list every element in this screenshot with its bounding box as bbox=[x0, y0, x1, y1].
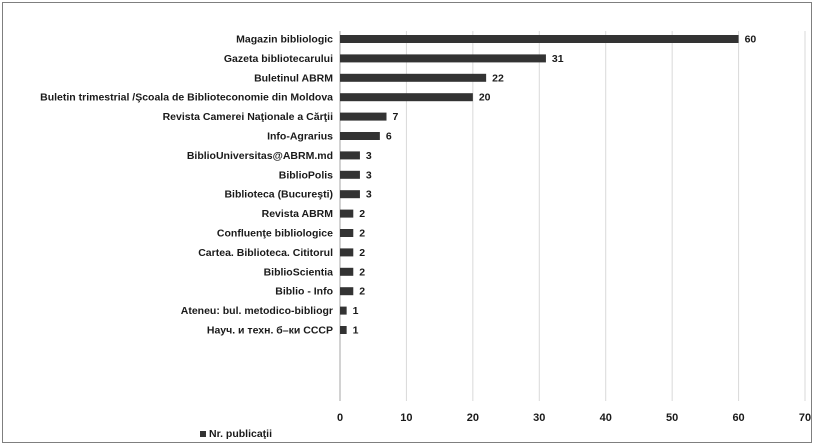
category-label: Confluenţe bibliologice bbox=[217, 228, 333, 240]
x-tick-label: 30 bbox=[533, 412, 545, 424]
value-label: 2 bbox=[359, 286, 365, 298]
bar bbox=[340, 287, 354, 296]
legend-swatch bbox=[200, 431, 206, 437]
bar bbox=[340, 93, 473, 102]
value-label: 6 bbox=[386, 131, 392, 143]
bar bbox=[340, 267, 354, 276]
bar bbox=[340, 73, 487, 82]
category-label: Magazin bibliologic bbox=[236, 34, 333, 46]
legend: Nr. publicaţii bbox=[200, 428, 272, 440]
value-label: 3 bbox=[366, 150, 372, 162]
value-label: 3 bbox=[366, 189, 372, 201]
legend-label: Nr. publicaţii bbox=[209, 428, 272, 440]
value-label: 2 bbox=[359, 228, 365, 240]
category-label: Buletinul ABRM bbox=[254, 72, 333, 84]
value-label: 60 bbox=[745, 34, 757, 46]
bar bbox=[340, 209, 354, 218]
x-axis-ticks: 0 10 20 30 40 50 60 70 bbox=[337, 412, 811, 424]
bar bbox=[340, 132, 380, 140]
category-label: Biblio - Info bbox=[275, 286, 333, 298]
bar bbox=[340, 326, 347, 334]
x-tick-label: 50 bbox=[666, 412, 678, 424]
x-tick-label: 0 bbox=[337, 412, 343, 424]
x-tick-label: 70 bbox=[799, 412, 811, 424]
bar bbox=[340, 112, 387, 121]
bar bbox=[340, 170, 360, 179]
bar bbox=[340, 306, 347, 315]
category-label: Revista Camerei Naţionale a Cărţii bbox=[163, 111, 333, 123]
bar bbox=[340, 229, 354, 237]
category-label: BiblioScientia bbox=[264, 266, 334, 278]
bar bbox=[340, 35, 739, 43]
category-label: Info-Agrarius bbox=[267, 131, 333, 143]
bar bbox=[340, 151, 360, 160]
gridlines bbox=[339, 31, 806, 401]
value-label: 1 bbox=[353, 325, 359, 337]
x-tick-label: 60 bbox=[732, 412, 744, 424]
value-label: 20 bbox=[479, 92, 491, 104]
category-label: BiblioUniversitas@ABRM.md bbox=[187, 150, 333, 162]
category-label: Gazeta bibliotecarului bbox=[224, 53, 333, 65]
category-label: Biblioteca (Bucureşti) bbox=[224, 189, 333, 201]
value-label: 2 bbox=[359, 247, 365, 259]
x-tick-label: 20 bbox=[467, 412, 479, 424]
value-label: 1 bbox=[353, 305, 359, 317]
chart-frame: Magazin bibliologic Gazeta bibliotecarulu… bbox=[2, 2, 812, 443]
bar-chart: Magazin bibliologic Gazeta bibliotecarulu… bbox=[40, 31, 811, 440]
category-label: Cartea. Biblioteca. Cititorul bbox=[198, 247, 333, 259]
value-label: 2 bbox=[359, 266, 365, 278]
bars bbox=[340, 35, 739, 334]
bar bbox=[340, 190, 360, 199]
value-label: 3 bbox=[366, 169, 372, 181]
category-label: Науч. и техн. б–ки СССР bbox=[207, 325, 333, 337]
value-label: 2 bbox=[359, 208, 365, 220]
category-label: Ateneu: bul. metodico-bibliogr bbox=[181, 305, 333, 317]
category-labels: Magazin bibliologic Gazeta bibliotecarulu… bbox=[40, 34, 333, 337]
x-tick-label: 10 bbox=[400, 412, 412, 424]
category-label: BiblioPolis bbox=[279, 169, 333, 181]
value-label: 22 bbox=[492, 72, 504, 84]
value-label: 7 bbox=[393, 111, 399, 123]
x-tick-label: 40 bbox=[600, 412, 612, 424]
category-label: Revista ABRM bbox=[262, 208, 334, 220]
value-label: 31 bbox=[552, 53, 564, 65]
bar bbox=[340, 248, 354, 257]
bar bbox=[340, 54, 546, 63]
category-label: Buletin trimestrial /Şcoala de Bibliotec… bbox=[40, 92, 333, 104]
